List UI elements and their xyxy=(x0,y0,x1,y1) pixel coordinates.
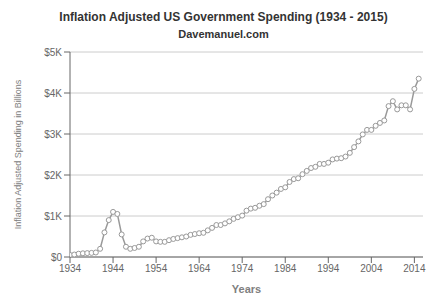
svg-text:$0: $0 xyxy=(51,252,63,263)
svg-text:Inflation Adjusted Spending in: Inflation Adjusted Spending in Billions xyxy=(13,79,23,229)
svg-text:$1K: $1K xyxy=(44,211,62,222)
svg-text:$5K: $5K xyxy=(44,47,62,58)
svg-text:$3K: $3K xyxy=(44,129,62,140)
svg-text:1964: 1964 xyxy=(188,263,211,274)
svg-text:1934: 1934 xyxy=(59,263,82,274)
svg-text:$2K: $2K xyxy=(44,170,62,181)
svg-text:1984: 1984 xyxy=(274,263,297,274)
svg-text:1994: 1994 xyxy=(317,263,340,274)
svg-text:1974: 1974 xyxy=(231,263,254,274)
svg-text:2004: 2004 xyxy=(360,263,383,274)
svg-text:$4K: $4K xyxy=(44,88,62,99)
svg-text:2014: 2014 xyxy=(403,263,426,274)
svg-text:Years: Years xyxy=(232,283,261,295)
svg-text:1954: 1954 xyxy=(145,263,168,274)
svg-text:1944: 1944 xyxy=(102,263,125,274)
html-text:Inflation Adjusted US Governme: Inflation Adjusted US Government Spendin… xyxy=(59,10,388,24)
html-text:Davemanuel.com: Davemanuel.com xyxy=(178,28,269,40)
